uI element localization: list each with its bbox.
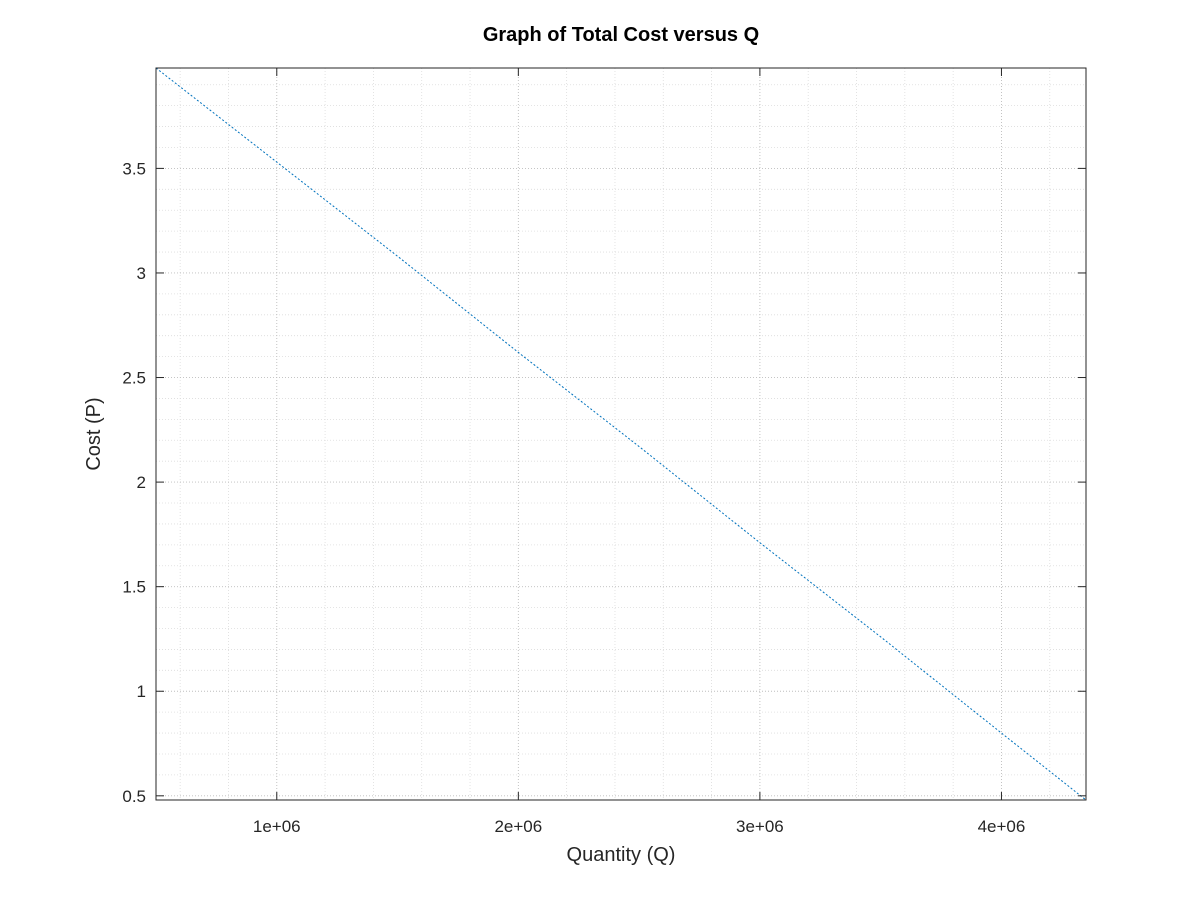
x-tick-label: 4e+06 xyxy=(978,817,1026,836)
minor-grid xyxy=(156,68,1086,800)
major-grid xyxy=(156,68,1086,800)
chart-title: Graph of Total Cost versus Q xyxy=(483,24,759,46)
y-axis-label: Cost (P) xyxy=(83,397,105,470)
series-line-0 xyxy=(155,67,1087,801)
y-tick-label: 3.5 xyxy=(122,159,146,178)
plot-frame xyxy=(155,67,1087,801)
y-tick-label: 1.5 xyxy=(122,578,146,597)
y-tick-label: 3 xyxy=(137,264,146,283)
y-tick-label: 0.5 xyxy=(122,787,146,806)
tick-labels: 1e+06 2e+06 3e+06 4e+06 0.5 1 1.5 2 2.5 3 3.5 xyxy=(122,159,1025,836)
tick-marks xyxy=(156,68,1086,800)
x-tick-label: 3e+06 xyxy=(736,817,784,836)
y-tick-label: 1 xyxy=(137,682,146,701)
series-layer xyxy=(155,67,1087,801)
x-axis-label: Quantity (Q) xyxy=(567,844,676,866)
x-tick-label: 1e+06 xyxy=(253,817,301,836)
x-tick-label: 2e+06 xyxy=(494,817,542,836)
y-tick-label: 2.5 xyxy=(122,369,146,388)
y-tick-label: 2 xyxy=(137,473,146,492)
